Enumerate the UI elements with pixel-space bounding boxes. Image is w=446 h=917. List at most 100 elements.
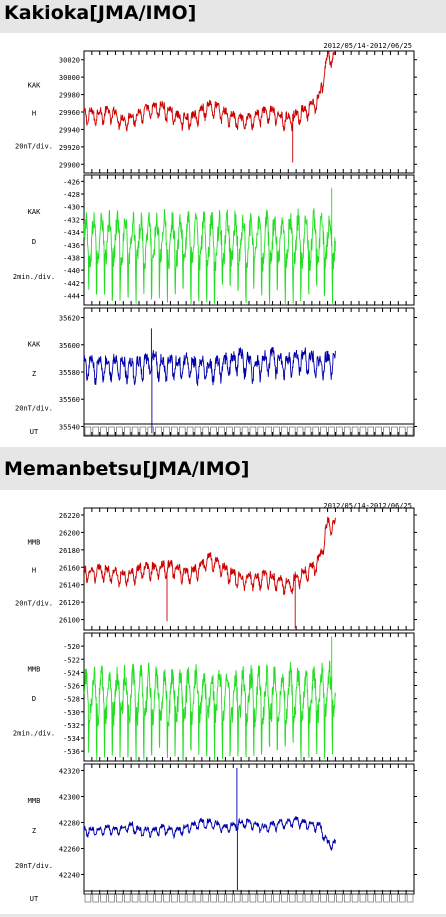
day-cell <box>241 893 249 903</box>
station-title-memanbetsu: Memanbetsu[JMA/IMO] <box>4 458 250 480</box>
y-tick-label: 42260 <box>59 846 80 854</box>
y-tick-label: 42240 <box>59 872 80 880</box>
day-cell <box>281 426 288 436</box>
day-cell <box>391 893 398 903</box>
day-cell <box>123 426 131 436</box>
time-axis: UT <box>30 890 414 903</box>
day-cell <box>383 426 390 436</box>
panel-kak-d: -426 -428 -430 -432 -434 -436 -438 -440 -442 -444… <box>13 174 417 306</box>
panel-mmb-h: 26100 26120 26140 26160 26180 26200 26220 MMB H 2… <box>15 507 417 631</box>
y-tick-label: 35560 <box>59 396 80 404</box>
component-label: D <box>32 695 36 703</box>
day-cell <box>171 426 178 436</box>
day-cell <box>218 426 225 436</box>
component-label: Z <box>32 827 36 835</box>
time-axis-label: UT <box>30 895 39 903</box>
y-tick-label: 26200 <box>59 529 80 537</box>
chart-memanbetsu: 2012/05/14-2012/06/25 26100 26120 26140 2616… <box>0 490 446 914</box>
day-cell <box>147 426 155 436</box>
day-cell <box>100 426 107 436</box>
station-code: KAK <box>28 340 41 348</box>
day-cell <box>257 893 265 903</box>
chart-kakioka: 2012/05/14-2012/06/25 29900 29920 29940 2996… <box>0 33 446 447</box>
day-cell <box>359 426 367 436</box>
y-tick-label: -432 <box>63 216 80 224</box>
y-tick-label: 30020 <box>59 57 80 65</box>
day-cell <box>328 426 335 436</box>
time-axis: UT <box>30 423 414 436</box>
day-cell <box>139 426 147 436</box>
day-cell <box>186 893 194 903</box>
day-cell <box>265 426 272 436</box>
y-tick-label: 35580 <box>59 369 80 377</box>
day-cell <box>84 893 92 903</box>
y-tick-label: 26100 <box>59 617 80 625</box>
y-tick-label: 35620 <box>59 315 80 323</box>
day-cell <box>178 893 186 903</box>
series-line <box>83 636 336 761</box>
station-title-kakioka: Kakioka[JMA/IMO] <box>4 2 197 24</box>
panel-mmb-d: -520 -522 -524 -526 -528 -530 -532 -534 -536 MMB D… <box>13 632 417 762</box>
day-cell <box>100 893 107 903</box>
day-cell <box>163 893 170 903</box>
series-line <box>83 516 336 629</box>
component-label: Z <box>32 370 36 378</box>
day-cell <box>131 893 139 903</box>
day-cell <box>304 426 312 436</box>
y-tick-label: -434 <box>63 229 80 237</box>
y-tick-label: -520 <box>63 643 80 651</box>
series-line <box>83 51 336 163</box>
day-cell <box>186 426 194 436</box>
y-tick-label: -530 <box>63 709 80 717</box>
y-tick-label: -522 <box>63 656 80 664</box>
scale-label: 2min./div. <box>13 273 55 281</box>
y-tick-label: -436 <box>63 242 80 250</box>
day-cell <box>367 893 375 903</box>
day-cell <box>226 893 233 903</box>
day-cell <box>375 893 382 903</box>
day-cell <box>351 893 359 903</box>
time-axis-label: UT <box>30 428 39 436</box>
scale-label: 20nT/div. <box>15 404 53 412</box>
day-cell <box>312 893 320 903</box>
day-cell <box>163 426 170 436</box>
y-tick-label: 42300 <box>59 794 80 802</box>
panel-frame <box>83 307 415 437</box>
y-tick-label: -438 <box>63 254 80 262</box>
day-cell <box>257 426 265 436</box>
day-cell <box>233 893 241 903</box>
day-cell <box>233 426 241 436</box>
y-tick-label: 26160 <box>59 564 80 572</box>
station-code: KAK <box>28 82 41 90</box>
day-cell <box>155 426 162 436</box>
day-cell <box>116 426 123 436</box>
y-tick-label: 35600 <box>59 342 80 350</box>
day-cell <box>155 893 162 903</box>
y-tick-label: -440 <box>63 267 80 275</box>
y-tick-label: 42280 <box>59 820 80 828</box>
component-label: D <box>32 238 36 246</box>
day-cell <box>320 426 327 436</box>
day-cell <box>273 426 280 436</box>
panel-kak-h: 29900 29920 29940 29960 29980 30000 30020 KAK H 2… <box>15 50 417 174</box>
day-cell <box>92 426 100 436</box>
memanbetsu-plot: 2012/05/14-2012/06/25 26100 26120 26140 2616… <box>13 502 417 903</box>
kakioka-plot: 2012/05/14-2012/06/25 29900 29920 29940 2996… <box>13 42 417 437</box>
scale-label: 20nT/div. <box>15 862 53 870</box>
y-tick-label: 29920 <box>59 144 80 152</box>
y-tick-label: 26220 <box>59 512 80 520</box>
day-cell <box>226 426 233 436</box>
y-tick-label: -426 <box>63 178 80 186</box>
day-cell <box>171 893 178 903</box>
day-cell <box>359 893 367 903</box>
date-range: 2012/05/14-2012/06/25 <box>323 42 412 50</box>
y-tick-label: 29940 <box>59 126 80 134</box>
day-cell <box>178 426 186 436</box>
day-cell <box>343 893 351 903</box>
y-tick-label: 30000 <box>59 74 80 82</box>
y-tick-label: -444 <box>63 292 80 300</box>
day-cell <box>296 893 304 903</box>
day-cell <box>288 426 296 436</box>
day-cell <box>108 426 115 436</box>
day-cell <box>123 893 131 903</box>
